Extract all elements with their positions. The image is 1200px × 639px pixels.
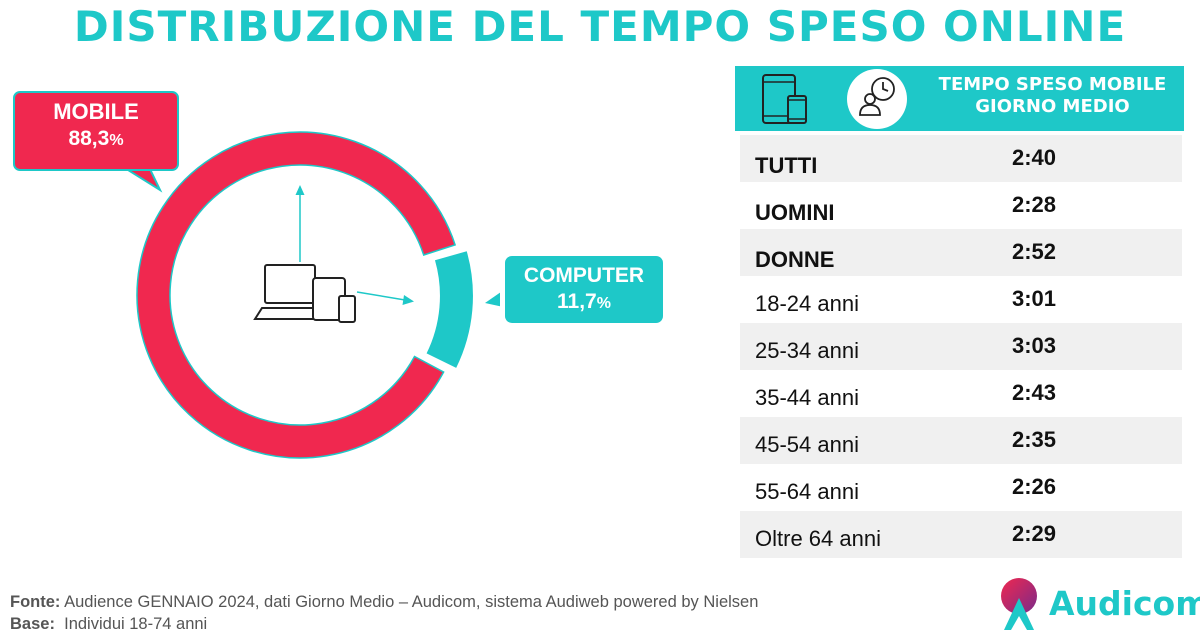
row-value: 2:26 (1012, 474, 1057, 499)
footer: Fonte: Audience GENNAIO 2024, dati Giorn… (10, 591, 758, 635)
footer-source: Fonte: Audience GENNAIO 2024, dati Giorn… (10, 591, 758, 613)
row-label: 18-24 anni (755, 291, 859, 316)
tablet-phone-icon (762, 74, 807, 124)
row-label: Oltre 64 anni (755, 526, 881, 551)
table-row: 55-64 anni 2:26 (740, 464, 1182, 511)
row-label: 55-64 anni (755, 479, 859, 504)
audicom-logo-text: Audicom (1049, 584, 1200, 623)
row-value: 2:43 (1012, 380, 1057, 405)
row-value: 3:03 (1012, 333, 1057, 358)
row-value: 2:52 (1012, 239, 1057, 264)
table-row: 25-34 anni 3:03 (740, 323, 1182, 370)
mobile-slice (136, 131, 457, 459)
mobile-slice-value: 88,3 (68, 127, 110, 150)
devices-icon (253, 264, 356, 323)
audicom-logo-mark (1001, 578, 1037, 630)
table-row: 18-24 anni 3:01 (740, 276, 1182, 323)
donut-chart (116, 131, 500, 459)
footer-source-text: Audience GENNAIO 2024, dati Giorno Medio… (64, 593, 759, 611)
arrow-mobile (295, 185, 305, 262)
row-value: 3:01 (1012, 286, 1057, 311)
table-header-title: TEMPO SPESO MOBILE GIORNO MEDIO (938, 74, 1167, 117)
mobile-percent-sign: % (109, 132, 124, 149)
footer-base-label: Base: (10, 615, 55, 633)
footer-source-label: Fonte: (10, 593, 61, 611)
row-value: 2:35 (1012, 427, 1057, 452)
row-label: DONNE (755, 247, 835, 272)
arrow-computer (356, 291, 414, 305)
row-label: UOMINI (755, 200, 835, 225)
time-table: TUTTI 2:40 UOMINI 2:28 DONNE 2:52 18-24 anni 3:… (740, 135, 1182, 558)
table-row: DONNE 2:52 (740, 229, 1182, 276)
row-value: 2:28 (1012, 192, 1057, 217)
computer-slice (426, 251, 473, 368)
footer-base-text: Individui 18-74 anni (64, 615, 208, 633)
computer-slice-name: COMPUTER (523, 264, 645, 287)
row-label: 45-54 anni (755, 432, 859, 457)
footer-base: Base: Individui 18-74 anni (10, 613, 758, 635)
person-clock-icon (847, 69, 907, 129)
table-row: UOMINI 2:28 (740, 182, 1182, 229)
row-label: 35-44 anni (755, 385, 859, 410)
mobile-slice-name: MOBILE (53, 99, 139, 124)
page-title: DISTRIBUZIONE DEL TEMPO SPESO ONLINE (73, 2, 1127, 51)
table-row: 35-44 anni 2:43 (740, 370, 1182, 417)
row-value: 2:40 (1012, 145, 1057, 170)
row-label: TUTTI (755, 153, 818, 178)
computer-callout: COMPUTER 11,7% (505, 256, 663, 323)
table-row: 45-54 anni 2:35 (740, 417, 1182, 464)
table-header: TEMPO SPESO MOBILE GIORNO MEDIO (735, 66, 1184, 131)
table-row: Oltre 64 anni 2:29 (740, 511, 1182, 558)
row-value: 2:29 (1012, 521, 1057, 546)
computer-callout-tail (485, 292, 500, 307)
computer-slice-value: 11,7 (557, 290, 597, 313)
row-label: 25-34 anni (755, 338, 859, 363)
computer-percent-sign: % (596, 295, 611, 312)
audicom-logo: Audicom (997, 576, 1200, 632)
table-row: TUTTI 2:40 (740, 135, 1182, 182)
mobile-callout: MOBILE 88,3% (13, 91, 179, 171)
